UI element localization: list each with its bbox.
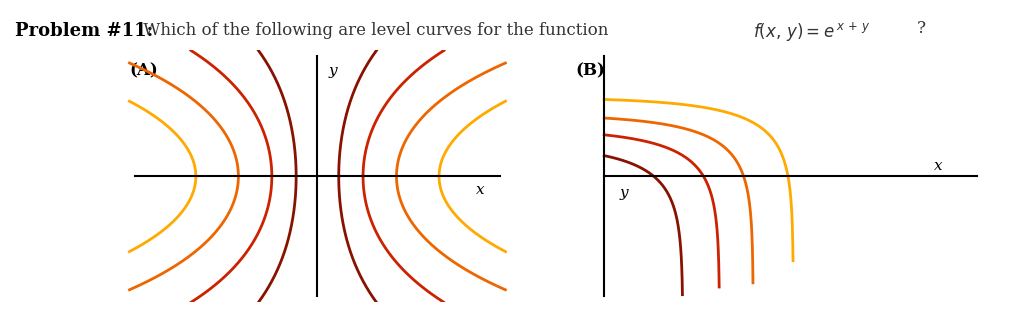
Text: Problem #11:: Problem #11:: [15, 22, 154, 40]
Text: $f(x,\, y) = e^{\,x\,+\,y}$: $f(x,\, y) = e^{\,x\,+\,y}$: [753, 20, 869, 44]
Text: y: y: [620, 186, 629, 200]
Text: y: y: [329, 64, 337, 78]
Text: (B): (B): [575, 62, 605, 79]
Text: ?: ?: [916, 20, 926, 37]
Text: x: x: [934, 159, 942, 173]
Text: (A): (A): [129, 62, 158, 79]
Text: Which of the following are level curves for the function: Which of the following are level curves …: [138, 22, 613, 39]
Text: x: x: [475, 183, 484, 197]
